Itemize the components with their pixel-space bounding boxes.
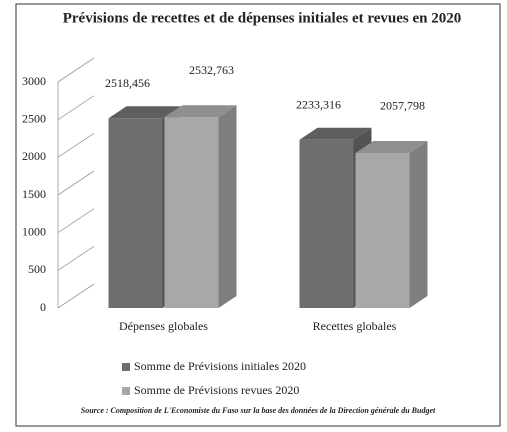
grid-line: [57, 283, 95, 309]
y-tick-label: 500: [28, 262, 46, 276]
bar-top: [355, 140, 428, 153]
grid-line: [57, 246, 95, 271]
bar-top: [299, 127, 372, 140]
bar-side: [409, 140, 428, 308]
y-tick-label: 2500: [22, 111, 46, 125]
bar: [108, 118, 163, 309]
grid-line: [57, 208, 95, 233]
grid-line: [57, 95, 95, 120]
y-tick-label: 0: [40, 300, 46, 314]
bar: [164, 117, 219, 308]
value-label: 2518,456: [105, 76, 150, 90]
grid-line: [57, 57, 95, 83]
source-note: Source : Composition de L'Economiste du …: [81, 406, 436, 415]
bar-top: [108, 106, 181, 119]
chart-title: Prévisions de recettes et de dépenses in…: [63, 10, 462, 26]
legend-label: Somme de Prévisions initiales 2020: [134, 359, 306, 373]
x-tick-label: Dépenses globales: [119, 319, 208, 333]
bar-top: [164, 105, 237, 118]
y-tick-label: 2000: [22, 149, 46, 163]
value-label: 2057,798: [380, 99, 425, 113]
x-tick-label: Recettes globales: [313, 319, 397, 333]
value-label: 2233,316: [296, 98, 341, 112]
bar: [355, 152, 410, 308]
y-tick-label: 1500: [22, 187, 46, 201]
legend-swatch: [122, 387, 130, 395]
value-label: 2532,763: [189, 63, 234, 77]
y-tick-label: 3000: [22, 74, 46, 88]
legend-label: Somme de Prévisions revues 2020: [134, 383, 299, 397]
legend-swatch: [122, 363, 130, 371]
grid-line: [57, 170, 95, 196]
bar: [299, 139, 354, 308]
y-tick-label: 1000: [22, 224, 46, 238]
grid-line: [57, 133, 95, 158]
bar-side: [218, 105, 237, 308]
